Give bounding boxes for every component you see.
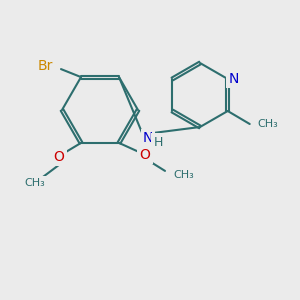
Text: CH₃: CH₃ (173, 170, 194, 180)
Text: Br: Br (38, 59, 53, 73)
Text: N: N (143, 131, 153, 145)
Text: O: O (54, 150, 64, 164)
Text: CH₃: CH₃ (25, 178, 45, 188)
Text: CH₃: CH₃ (258, 119, 278, 129)
Text: O: O (140, 148, 150, 162)
Text: N: N (229, 72, 239, 86)
Text: H: H (153, 136, 163, 148)
